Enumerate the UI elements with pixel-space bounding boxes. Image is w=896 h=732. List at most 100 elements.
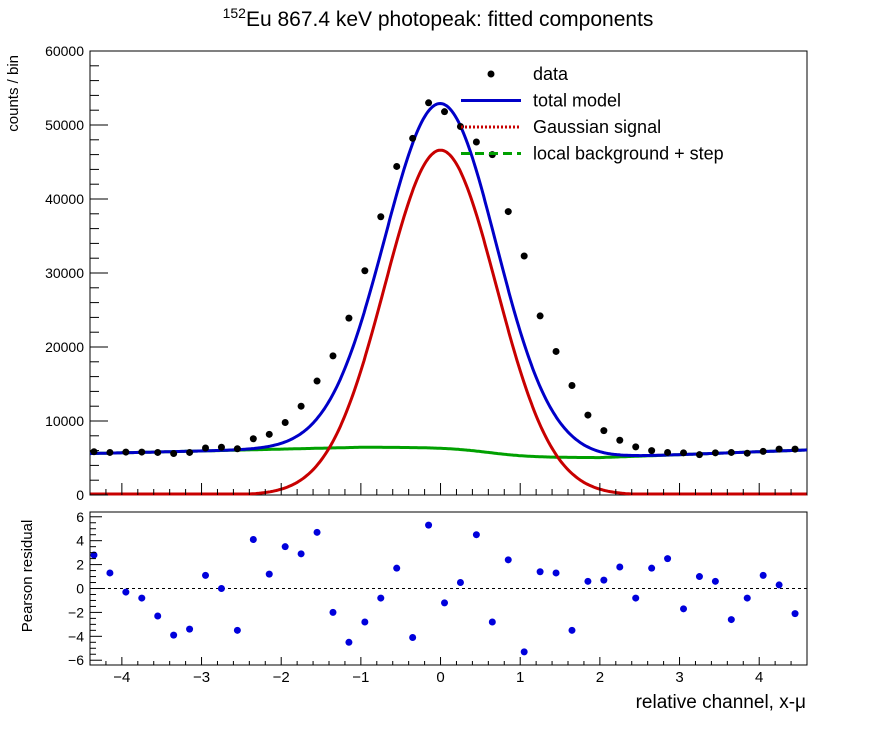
x-tick-label: −1 [352,669,369,686]
data-point [409,134,417,142]
data-point [584,411,592,419]
x-tick-label: 4 [755,669,763,686]
residual-point [409,634,417,642]
data-point [265,430,273,438]
y-tick-label: 6 [76,509,84,525]
data-point [249,435,257,443]
legend: data total model Gaussian signal local back… [461,64,724,164]
residual-point [441,599,449,607]
title-superscript: 152 [223,5,247,21]
data-point [345,314,353,322]
residual-point [680,605,688,613]
residual-point [265,570,273,578]
y-tick-label: 50000 [45,117,84,133]
data-point [711,449,719,457]
residual-point [775,581,783,589]
y-tick-label: 4 [76,533,84,549]
data-point [775,445,783,453]
legend-label: local background + step [533,144,724,164]
x-tick-label: −3 [193,669,210,686]
residual-y-axis-label: Pearson residual [19,520,36,633]
residual-point [281,543,289,551]
chart-title: 152Eu 867.4 keV photopeak: fitted compon… [223,5,654,31]
data-point [791,445,799,453]
data-point [217,443,225,451]
data-point [329,352,337,360]
data-point [520,252,528,260]
y-tick-label: 40000 [45,191,84,207]
residual-point [600,576,608,584]
residual-point [632,594,640,602]
residual-point [711,577,719,585]
residual-point [297,550,305,558]
data-point [154,448,162,456]
residual-point [138,594,146,602]
data-point [138,448,146,456]
residual-plot-frame [89,511,808,666]
residual-point [170,631,178,639]
data-point [472,138,480,146]
data-point [616,436,624,444]
legend-label: data [533,64,569,84]
y-tick-label: 20000 [45,339,84,355]
residual-point [154,612,162,620]
residual-point [552,569,560,577]
residual-point [504,556,512,564]
residual-plot-area [90,521,799,656]
x-tick-label: 2 [596,669,604,686]
y-tick-label: −6 [68,652,84,668]
y-tick-label: 60000 [45,43,84,59]
data-point [393,162,401,170]
residual-point [456,579,464,587]
residual-point [393,564,401,572]
data-point [664,448,672,456]
data-point [600,427,608,435]
total-model-curve [89,101,808,458]
residual-point [313,528,321,536]
data-point [90,448,98,456]
top-plot-frame [89,50,808,496]
x-tick-label: 1 [516,669,524,686]
data-point [648,447,656,455]
title-main: Eu 867.4 keV photopeak: fitted component… [246,8,653,31]
legend-label: total model [533,91,621,111]
data-point [170,450,178,458]
residual-point [536,568,544,576]
data-point [536,312,544,320]
data-point [313,377,321,385]
data-point [122,448,130,456]
data-point [759,447,767,455]
y-tick-label: 0 [76,487,84,503]
residual-point [106,569,114,577]
residual-point [743,594,751,602]
top-x-axis-ticks [89,483,808,495]
residual-point [361,618,369,626]
data-point [297,402,305,410]
data-point [361,267,369,275]
y-tick-label: −2 [68,604,84,620]
residual-point [584,577,592,585]
residual-point [488,618,496,626]
data-point [727,448,735,456]
data-point [632,443,640,451]
residual-point [759,571,767,579]
residual-y-axis: −6 −4 −2 0 2 4 6 [68,509,102,668]
y-tick-label: −4 [68,628,84,644]
residual-point [520,648,528,656]
data-point [680,449,688,457]
top-plot-area [89,99,808,496]
data-point [281,418,289,426]
data-point [186,448,194,456]
x-tick-label: 0 [436,669,444,686]
gaussian-signal-curve [90,148,807,496]
residual-point [90,551,98,559]
residual-point [648,564,656,572]
data-point [233,445,241,453]
x-tick-label: −2 [273,669,290,686]
y-tick-label: 2 [76,557,84,573]
residual-point [791,610,799,618]
residual-point [122,588,130,596]
x-tick-label: −4 [113,669,130,686]
residual-point [217,585,225,592]
x-axis: −4 −3 −2 −1 0 1 2 3 4 [89,657,808,686]
